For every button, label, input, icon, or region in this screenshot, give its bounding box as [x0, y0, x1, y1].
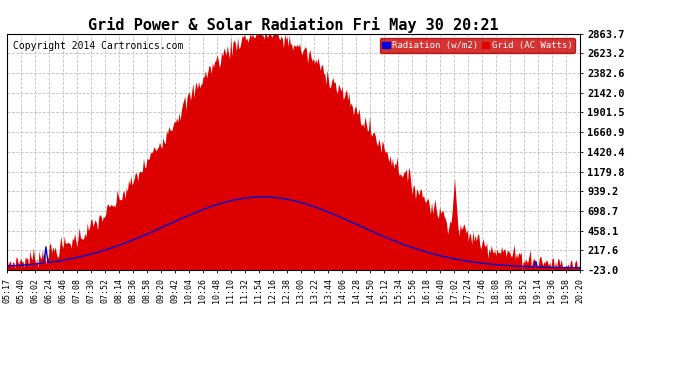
- Text: Copyright 2014 Cartronics.com: Copyright 2014 Cartronics.com: [12, 41, 183, 51]
- Title: Grid Power & Solar Radiation Fri May 30 20:21: Grid Power & Solar Radiation Fri May 30 …: [88, 16, 499, 33]
- Legend: Radiation (w/m2), Grid (AC Watts): Radiation (w/m2), Grid (AC Watts): [380, 38, 575, 53]
